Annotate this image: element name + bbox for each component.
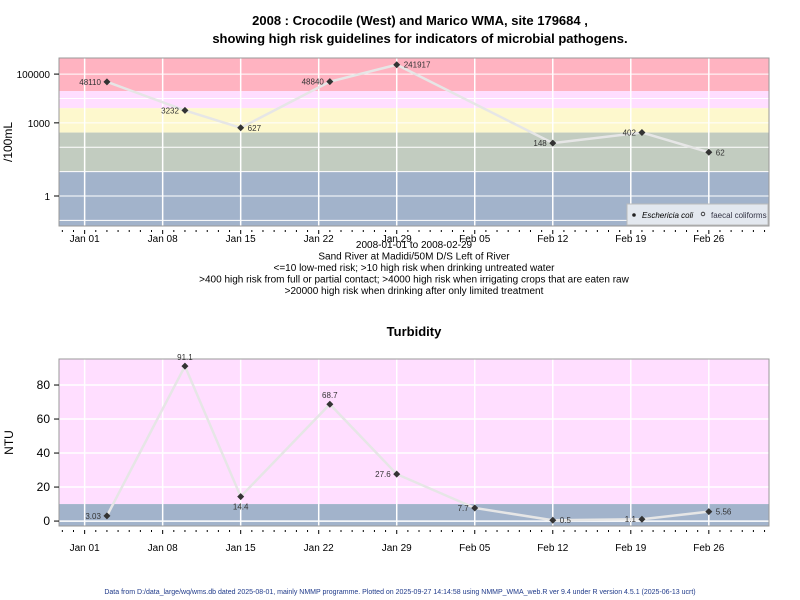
data-label: 402 [623, 129, 637, 138]
data-label: 241917 [404, 61, 431, 70]
data-point [181, 362, 189, 370]
data-label: 5.56 [716, 508, 732, 517]
x-tick-label: Jan 01 [70, 234, 100, 245]
plot-border [58, 358, 770, 527]
data-label: 3.03 [85, 512, 101, 521]
data-label: 627 [248, 124, 262, 133]
data-point [237, 493, 245, 501]
data-point [326, 400, 334, 408]
data-label: 62 [716, 148, 725, 157]
x-tick-label: Jan 15 [226, 543, 256, 554]
x-tick-label: Jan 08 [148, 543, 178, 554]
legend-marker-faecal [700, 211, 706, 217]
x-axis-caption: >400 high risk from full or partial cont… [199, 275, 629, 286]
x-tick-label: Jan 22 [304, 234, 334, 245]
y-tick-label: 1 [44, 192, 50, 203]
x-tick-label: Feb 26 [693, 543, 725, 554]
x-tick-label: Jan 22 [304, 543, 334, 554]
data-point [549, 516, 557, 524]
x-axis-caption: >20000 high risk when drinking after onl… [285, 286, 544, 297]
x-tick-label: Jan 29 [382, 234, 412, 245]
data-label: 27.6 [375, 470, 391, 479]
legend: Eschericia coli faecal coliforms [626, 203, 769, 226]
data-point [471, 504, 479, 512]
x-axis-caption: Sand River at Madidi/50M D/S Left of Riv… [318, 252, 510, 263]
y-axis-label: /100mL [1, 122, 15, 162]
y-axis-label: NTU [2, 430, 16, 455]
data-point [638, 129, 646, 137]
y-tick-label: 100000 [17, 70, 51, 81]
data-point [638, 515, 646, 523]
data-label: 0.5 [560, 516, 572, 525]
data-label: 148 [533, 139, 547, 148]
data-point [181, 106, 189, 114]
x-tick-label: Jan 29 [382, 543, 412, 554]
legend-box [626, 203, 769, 226]
footer-note: Data from D:/data_large/wq/wms.db dated … [104, 589, 696, 596]
x-tick-label: Feb 05 [459, 234, 491, 245]
legend-marker-ecoli [632, 213, 636, 217]
data-point [705, 148, 713, 156]
data-point [326, 78, 334, 86]
y-tick-label: 0 [43, 514, 50, 528]
y-tick-label: 1000 [28, 119, 51, 130]
legend-label: faecal coliforms [711, 211, 767, 220]
chart-title: Turbidity [387, 324, 442, 339]
x-tick-label: Feb 05 [459, 543, 491, 554]
legend-label: Eschericia coli [642, 211, 693, 220]
data-label: 48840 [302, 78, 325, 87]
data-point [549, 139, 557, 147]
data-point [103, 78, 111, 86]
data-label: 68.7 [322, 391, 338, 400]
chart-title: 2008 : Crocodile (West) and Marico WMA, … [252, 13, 588, 28]
data-label: 3232 [161, 106, 179, 115]
data-point [705, 508, 713, 516]
y-tick-label: 40 [37, 446, 51, 460]
x-tick-label: Feb 12 [537, 234, 569, 245]
plot-border [58, 57, 770, 227]
data-point [103, 512, 111, 520]
risk-band [59, 132, 769, 172]
series-line [106, 63, 710, 154]
risk-band [59, 504, 769, 526]
x-tick-label: Jan 08 [148, 234, 178, 245]
data-label: 48110 [79, 78, 101, 87]
data-label: 7.7 [458, 504, 470, 513]
y-tick-label: 80 [37, 378, 51, 392]
risk-band [59, 91, 769, 109]
x-tick-label: Feb 19 [615, 234, 647, 245]
chart-subtitle: showing high risk guidelines for indicat… [212, 31, 627, 46]
data-point [237, 124, 245, 132]
data-label: 91.1 [177, 353, 193, 362]
x-tick-label: Jan 01 [70, 543, 100, 554]
y-tick-label: 60 [37, 412, 51, 426]
x-tick-label: Feb 12 [537, 543, 569, 554]
risk-band [59, 108, 769, 133]
data-point [393, 470, 401, 478]
data-point [393, 61, 401, 69]
x-axis-caption: 2008-01-01 to 2008-02-29 [356, 240, 473, 251]
x-tick-label: Jan 15 [226, 234, 256, 245]
data-label: 14.4 [233, 503, 249, 512]
data-label: 1.1 [625, 515, 637, 524]
x-tick-label: Feb 26 [693, 234, 725, 245]
x-tick-label: Feb 19 [615, 543, 647, 554]
x-axis-caption: <=10 low-med risk; >10 high risk when dr… [274, 263, 556, 274]
y-tick-label: 20 [37, 480, 51, 494]
